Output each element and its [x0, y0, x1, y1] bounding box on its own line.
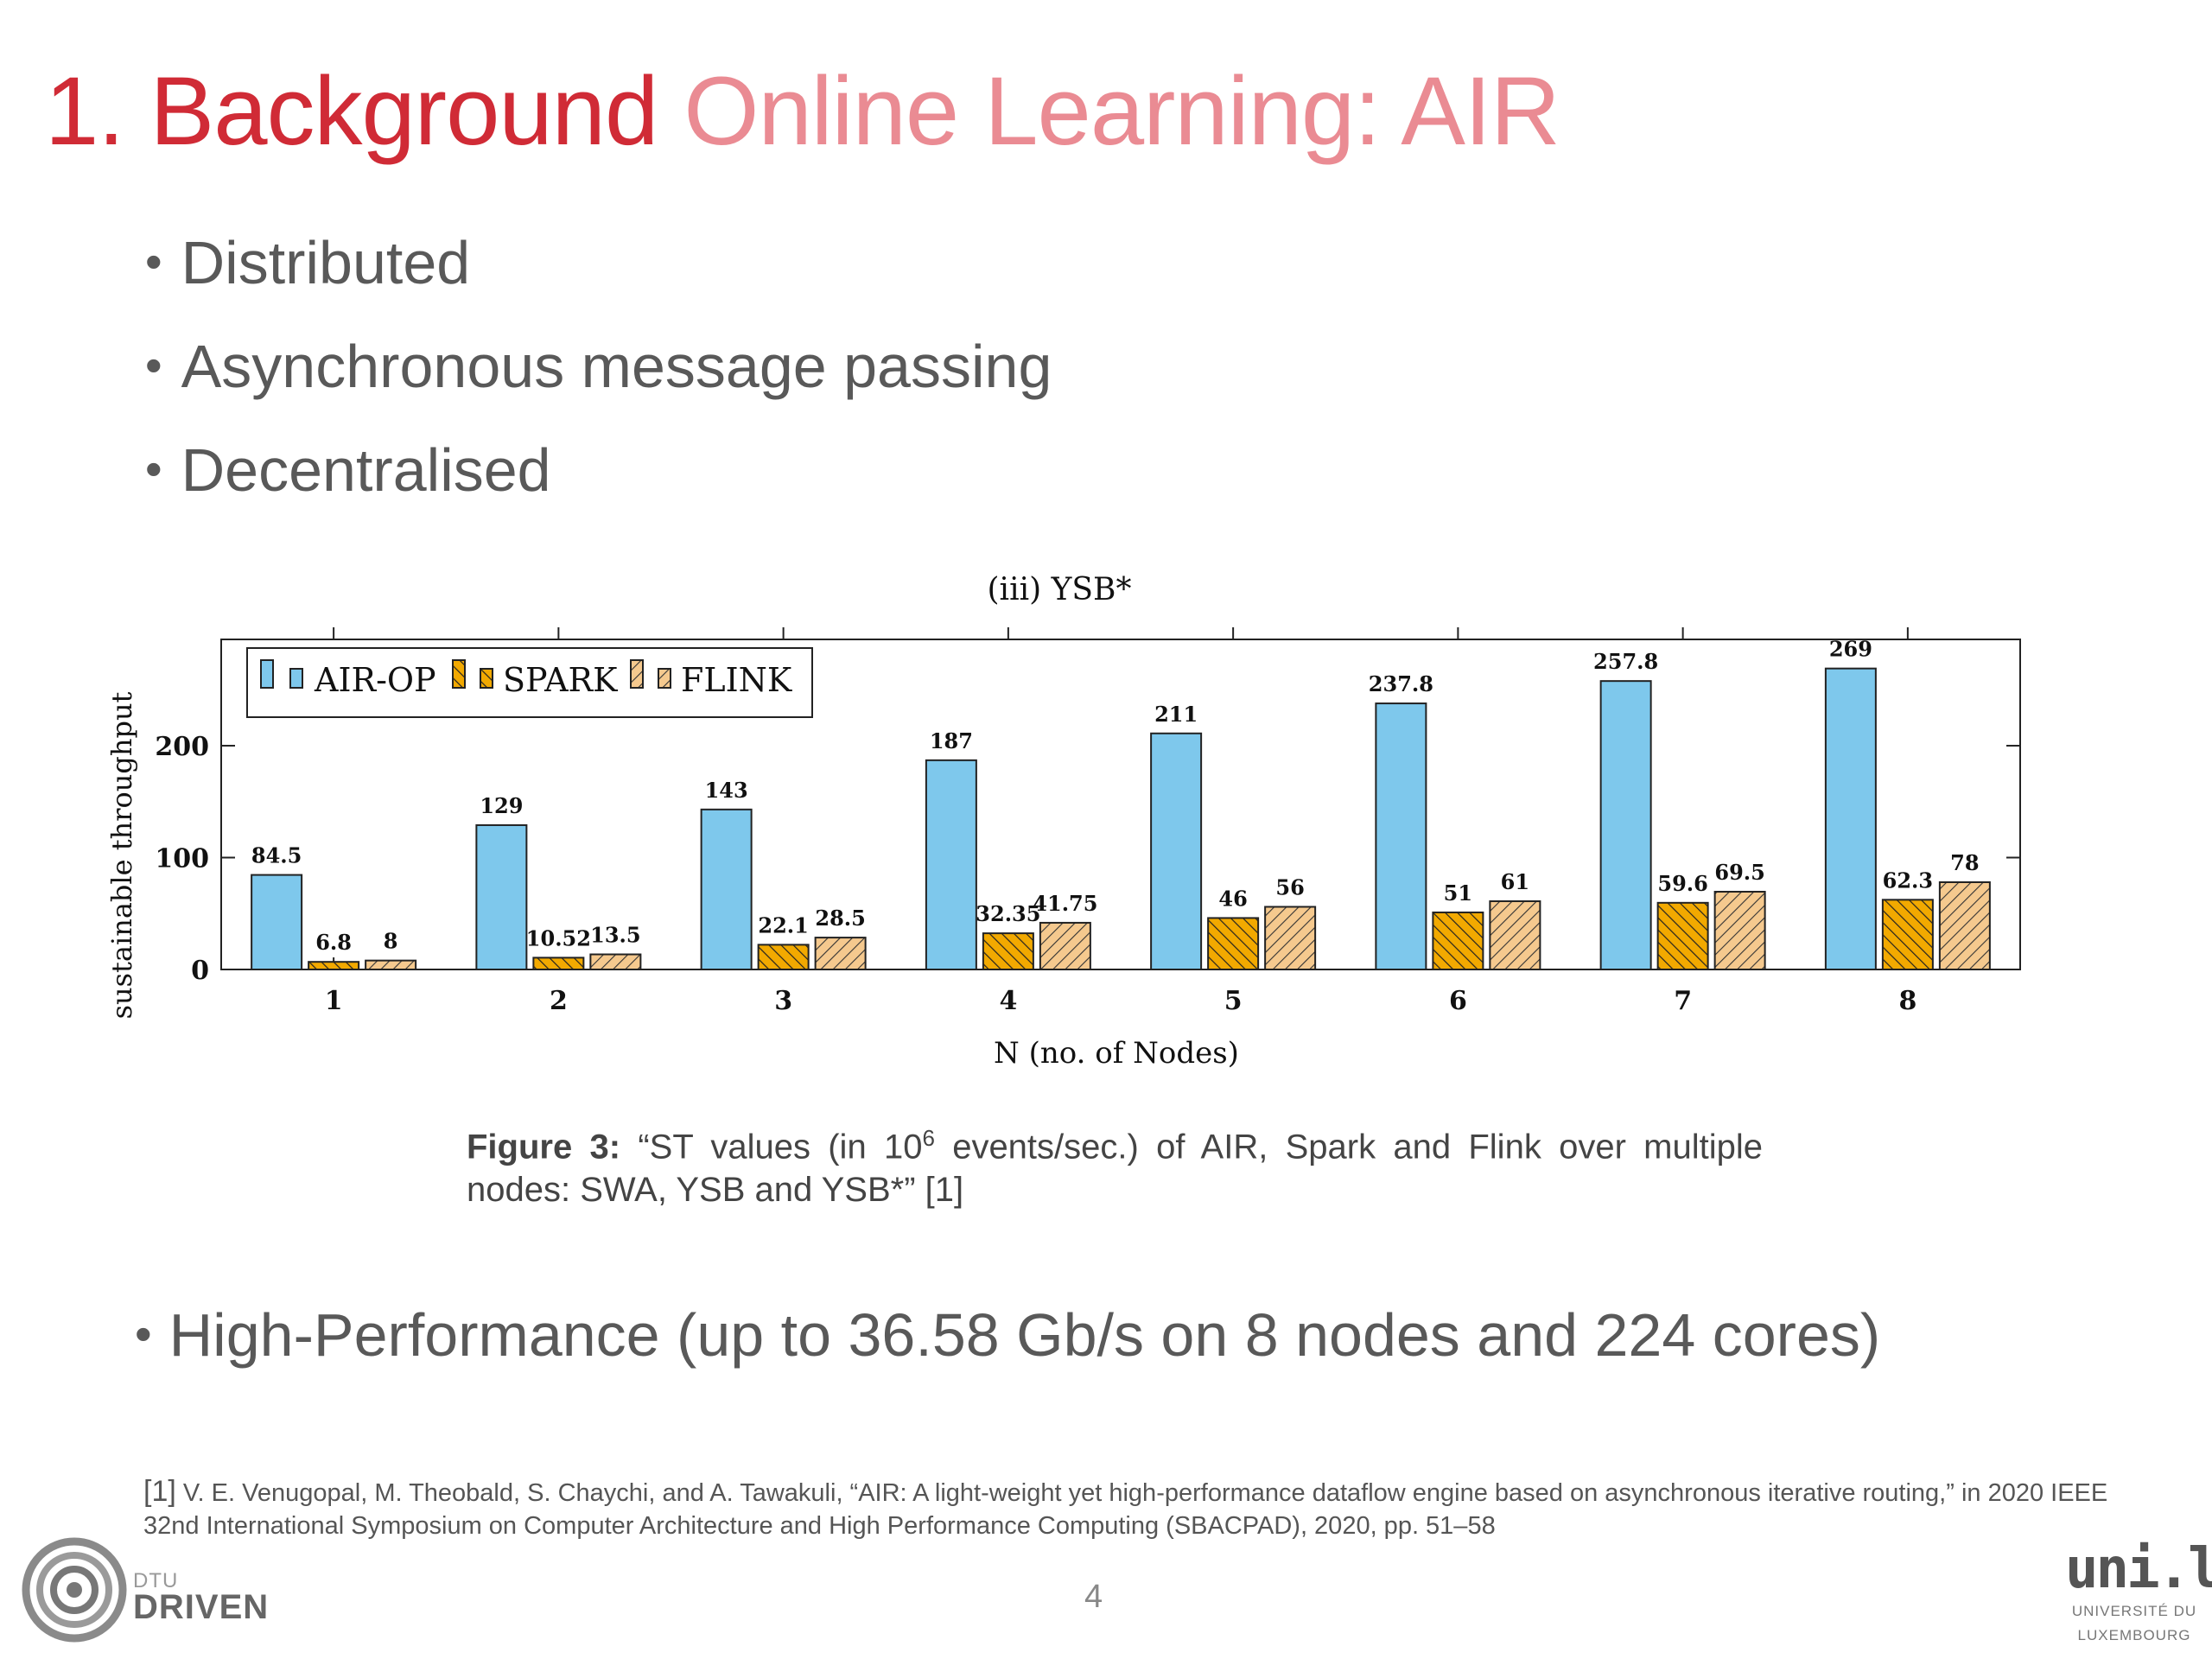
- bar-air-op: [475, 823, 528, 970]
- title-topic: Online Learning: AIR: [683, 57, 1560, 165]
- legend-swatch-flink: [658, 668, 671, 689]
- bar-air-op: [1599, 680, 1652, 971]
- logo-unilu-line2: LUXEMBOURG: [2077, 1627, 2191, 1643]
- bar-flink: [1264, 906, 1317, 970]
- data-label: 269: [1829, 637, 1872, 662]
- legend-label-air-op: AIR-OP: [314, 661, 436, 699]
- bar-spark: [757, 944, 810, 971]
- x-tick-label: 8: [1898, 986, 1916, 1016]
- data-label: 84.5: [251, 843, 302, 868]
- caption-label: Figure 3:: [467, 1128, 621, 1166]
- logo-driven-text: DRIVEN: [133, 1588, 270, 1626]
- bar-spark: [308, 961, 360, 971]
- x-tick-label: 3: [774, 986, 792, 1016]
- y-axis-label: sustainable throughput: [105, 691, 138, 1019]
- bar-spark: [1432, 911, 1484, 970]
- legend-label-spark: SPARK: [503, 661, 618, 699]
- reference-text: V. E. Venugopal, M. Theobald, S. Chaychi…: [143, 1479, 2108, 1540]
- data-label: 46: [1218, 886, 1247, 911]
- slide-title: 1. Background Online Learning: AIR: [45, 55, 1560, 167]
- data-label: 10.52: [526, 925, 591, 950]
- x-tick-label: 4: [999, 986, 1017, 1016]
- bar-flink: [814, 937, 867, 970]
- legend-label-flink: FLINK: [681, 661, 792, 699]
- bar-air-op: [1150, 732, 1203, 970]
- dtu-driven-logo: DTU DRIVEN: [21, 1536, 268, 1649]
- data-label: 8: [384, 929, 398, 954]
- data-label: 41.75: [1033, 891, 1097, 916]
- bullet-item: Decentralised: [145, 430, 1052, 534]
- bar-flink: [1938, 880, 1991, 970]
- data-label: 32.35: [976, 901, 1040, 926]
- bar-spark: [1656, 901, 1709, 971]
- bar-flink: [1039, 921, 1091, 970]
- data-label: 13.5: [590, 923, 640, 948]
- bullet-list: Distributed Asynchronous message passing…: [145, 223, 1052, 534]
- title-section: 1. Background: [45, 57, 658, 165]
- data-label: 6.8: [315, 930, 352, 955]
- data-label: 187: [930, 728, 973, 753]
- y-tick-label: 0: [191, 956, 209, 986]
- legend-swatch-spark: [452, 659, 466, 689]
- data-label: 62.3: [1883, 868, 1933, 893]
- y-tick-label: 200: [155, 732, 209, 762]
- bar-flink: [1713, 891, 1766, 970]
- reference-number: [1]: [143, 1475, 176, 1508]
- data-label: 143: [705, 778, 748, 803]
- x-tick-label: 7: [1674, 986, 1692, 1016]
- caption-text-b: events/sec.) of AIR, Spark and Flink ove…: [467, 1128, 1764, 1210]
- bar-flink: [365, 959, 417, 971]
- page-number: 4: [1084, 1579, 1103, 1615]
- plot-frame: [220, 639, 2021, 970]
- data-label: 211: [1154, 702, 1198, 727]
- x-tick-label: 2: [550, 986, 568, 1016]
- figure-caption: Figure 3: “ST values (in 106 events/sec.…: [467, 1116, 1763, 1211]
- logo-unilu-line1: UNIVERSITÉ DU: [2071, 1603, 2197, 1619]
- chart-title: (iii) YSB*: [988, 572, 1132, 607]
- legend-swatch-flink: [630, 659, 644, 689]
- chart-legend: AIR-OP SPARK FLINK: [246, 647, 813, 718]
- legend-swatch-air-op: [289, 668, 303, 689]
- concentric-circles-icon: [22, 1537, 127, 1643]
- reference-footnote: [1] V. E. Venugopal, M. Theobald, S. Cha…: [143, 1475, 2148, 1542]
- data-label: 78: [1950, 850, 1979, 875]
- bar-air-op: [700, 808, 753, 970]
- bar-air-op: [1375, 702, 1427, 970]
- x-tick-label: 1: [325, 986, 343, 1016]
- bullet-item: Distributed: [145, 223, 1052, 327]
- x-tick-label: 5: [1224, 986, 1243, 1016]
- bar-air-op: [251, 874, 303, 970]
- data-label: 69.5: [1714, 860, 1764, 885]
- caption-text-a: “ST values (in 10: [638, 1128, 923, 1166]
- bar-air-op: [1824, 667, 1877, 971]
- data-label: 28.5: [815, 906, 865, 931]
- bar-air-op: [925, 759, 977, 970]
- x-axis-label: N (no. of Nodes): [994, 1036, 1239, 1071]
- logo-unilu-text: uni.lu: [2065, 1537, 2212, 1601]
- bullet-item: Asynchronous message passing: [145, 327, 1052, 430]
- logo-dtu-text: DTU: [133, 1569, 179, 1592]
- data-label: 56: [1275, 874, 1304, 899]
- y-tick-label: 100: [155, 844, 209, 874]
- legend-swatch-air-op: [260, 659, 274, 689]
- bar-flink: [1489, 900, 1541, 970]
- data-label: 51: [1444, 880, 1472, 906]
- data-label: 237.8: [1369, 671, 1433, 696]
- data-label: 257.8: [1593, 649, 1658, 674]
- throughput-bar-chart: (iii) YSB* sustainable throughput N (no.…: [105, 572, 2021, 1071]
- bar-spark: [1881, 899, 1934, 970]
- legend-swatch-spark: [480, 668, 493, 689]
- caption-superscript: 6: [922, 1125, 935, 1151]
- data-label: 129: [480, 793, 523, 818]
- x-tick-label: 6: [1449, 986, 1467, 1016]
- bar-flink: [589, 953, 642, 971]
- data-label: 59.6: [1657, 871, 1707, 896]
- bar-spark: [1207, 917, 1260, 970]
- bar-spark: [982, 932, 1034, 971]
- bar-spark: [532, 957, 585, 971]
- performance-bullet: High-Performance (up to 36.58 Gb/s on 8 …: [135, 1300, 1881, 1370]
- data-label: 61: [1501, 869, 1529, 894]
- uni-lu-logo: uni.lu UNIVERSITÉ DU LUXEMBOURG: [2065, 1537, 2212, 1654]
- data-label: 22.1: [758, 912, 808, 938]
